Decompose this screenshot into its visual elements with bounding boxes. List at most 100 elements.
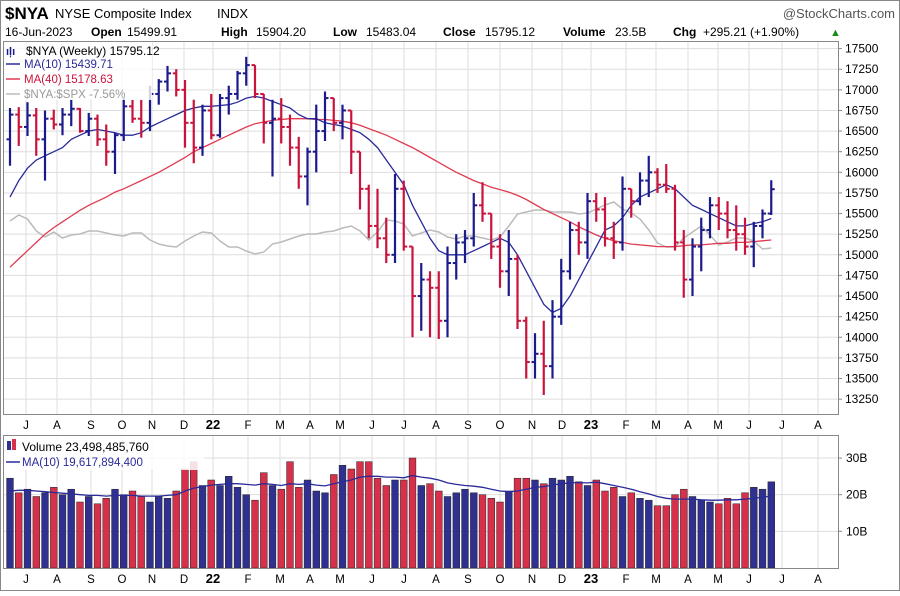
volume-bar — [540, 483, 548, 569]
high-value: 15904.20 — [256, 25, 306, 39]
volume-x-axis: J A S O N D 22 F M A M J J A S O N D 23 F M A M J J A — [23, 571, 822, 586]
volume-bar — [618, 496, 627, 569]
legend-bar-glyph: ıļı — [6, 46, 15, 58]
volume-x-tick-label: J — [23, 574, 29, 586]
ohlc-bar — [706, 197, 714, 239]
ohlc-bar — [190, 99, 198, 164]
price-x-tick-label: A — [432, 420, 440, 432]
ohlc-bar — [225, 85, 233, 115]
volume-bar — [435, 490, 443, 569]
price-x-tick-label: O — [496, 420, 505, 432]
price-x-tick-label: A — [53, 420, 61, 432]
volume-bar — [627, 492, 635, 569]
volume-x-tick-label: A — [432, 574, 440, 586]
volume-bar — [50, 487, 58, 569]
volume-x-tick-label: D — [180, 574, 188, 586]
ohlc-bar — [540, 320, 548, 396]
volume-bar — [452, 492, 460, 569]
ohlc-bar — [461, 230, 469, 264]
price-x-tick-label: M — [651, 420, 661, 432]
price-pane-border — [3, 41, 839, 415]
volume-bar — [758, 488, 767, 569]
volume-bar — [636, 498, 644, 569]
volume-bar — [233, 487, 242, 569]
chg-value: +295.21 (+1.90%) — [703, 25, 799, 39]
volume-bar — [268, 485, 277, 569]
price-y-tick-label: 14500 — [845, 289, 879, 303]
volume-bar — [750, 487, 758, 569]
date-label: 16-Jun-2023 — [5, 25, 73, 39]
volume-bar — [303, 479, 312, 569]
volume-bar — [706, 501, 714, 569]
price-y-tick-label: 16250 — [845, 145, 879, 159]
ohlc-bar — [671, 184, 679, 251]
ohlc-bar — [417, 263, 425, 331]
ohlc-bar — [741, 217, 749, 255]
open-value: 15499.91 — [127, 25, 177, 39]
price-x-tick-label: O — [118, 420, 127, 432]
ohlc-bar — [636, 172, 644, 206]
ma40-line — [9, 118, 772, 268]
volume-bar — [732, 503, 740, 569]
ohlc-bar — [234, 70, 241, 100]
volume-bar — [225, 476, 233, 569]
legend-volume-swatch-2 — [12, 439, 16, 450]
volume-x-tick-label: J — [746, 574, 752, 586]
volume-x-tick-label: A — [684, 574, 692, 586]
ohlc-bar — [444, 246, 451, 338]
volume-pane-border — [3, 435, 839, 569]
ohlc-bar — [610, 221, 618, 259]
volume-y-tick-label: 20B — [846, 488, 867, 502]
volume-bar — [251, 499, 259, 569]
ohlc-bar — [85, 112, 93, 137]
legend-ma40: MA(40) 15178.63 — [24, 74, 113, 86]
volume-bar — [111, 488, 119, 569]
volume-bar — [610, 487, 618, 569]
volume-bar — [461, 488, 469, 569]
volume-bar — [575, 481, 583, 569]
ohlc-bar — [356, 150, 364, 210]
ohlc-bar — [199, 104, 206, 156]
volume-bar — [93, 503, 102, 569]
volume-bar — [382, 485, 390, 569]
volume-bar — [741, 492, 749, 569]
volume-bar — [146, 501, 154, 569]
volume-bar — [260, 472, 268, 569]
ohlc-bar — [750, 221, 758, 268]
change-arrow: ▲ — [830, 27, 841, 39]
volume-bar — [172, 490, 180, 569]
index-name: NYSE Composite Index — [55, 6, 192, 21]
ohlc-bar — [382, 217, 390, 264]
legend-relative: $NYA:$SPX -7.56% — [24, 89, 125, 101]
volume-bar — [85, 496, 93, 569]
price-x-tick-label: S — [464, 420, 472, 432]
volume-x-tick-label: S — [464, 574, 472, 586]
ohlc-bar — [724, 201, 731, 239]
price-y-tick-label: 16000 — [845, 165, 879, 179]
volume-bar — [15, 492, 23, 569]
ohlc-bar — [365, 184, 373, 239]
price-x-tick-label: M — [275, 420, 285, 432]
price-x-tick-label: M — [713, 420, 723, 432]
ma10-line — [9, 95, 772, 314]
ohlc-bar — [277, 98, 285, 144]
high-label: High — [221, 25, 248, 39]
volume-y-axis: 10B 20B 30B — [838, 451, 867, 538]
price-x-tick-label: S — [87, 420, 95, 432]
ohlc-bar — [41, 110, 49, 181]
ohlc-bar — [347, 109, 355, 174]
price-y-tick-label: 16500 — [845, 124, 879, 138]
ohlc-bar — [6, 107, 14, 166]
ohlc-bar — [181, 79, 189, 148]
price-y-tick-label: 16750 — [845, 103, 879, 117]
volume-bar — [408, 457, 417, 569]
symbol-title: $NYA — [5, 4, 49, 23]
ohlc-bar — [566, 221, 574, 280]
ohlc-bar — [645, 155, 653, 198]
volume-bar — [155, 496, 163, 569]
price-x-tick-label: A — [684, 420, 692, 432]
volume-bar — [163, 498, 172, 569]
low-value: 15483.04 — [366, 25, 416, 39]
ohlc-bar — [15, 107, 23, 146]
watermark: @StockCharts.com — [783, 6, 895, 21]
